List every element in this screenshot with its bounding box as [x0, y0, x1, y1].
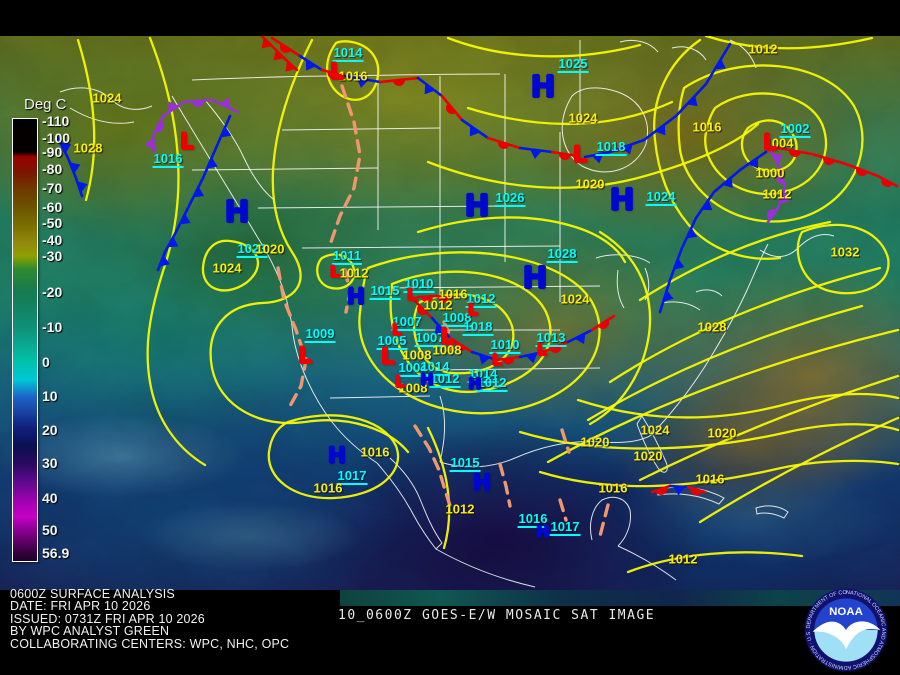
seagull-icon: [812, 621, 881, 650]
colorbar-tick: 56.9: [42, 544, 70, 561]
satellite-strip: [340, 590, 900, 606]
colorbar-tick: -40: [42, 231, 63, 248]
colorbar-tick: 20: [42, 422, 58, 439]
colorbar-tick: 40: [42, 490, 58, 507]
weather-fronts: [56, 34, 899, 496]
colorbar-tick: -10: [42, 319, 63, 336]
colorbar-tick: -30: [42, 247, 63, 264]
colorbar-tick: -60: [42, 198, 63, 215]
colorbar-tick: 10: [42, 388, 58, 405]
analysis-text-line: BY WPC ANALYST GREEN: [10, 623, 170, 639]
temperature-colorbar: [12, 118, 38, 562]
analysis-text-line: COLLABORATING CENTERS: WPC, NHC, OPC: [10, 635, 290, 651]
colorbar-tick: -70: [42, 179, 63, 196]
colorbar-tick: 0: [42, 353, 50, 370]
geo-borders: [59, 39, 835, 588]
cloud-texture: [0, 36, 900, 590]
colorbar-tick: -80: [42, 160, 63, 177]
satellite-mosaic-background: [0, 36, 900, 590]
analysis-text-block: 0600Z SURFACE ANALYSIS DATE: FRI APR 10 2…: [10, 586, 290, 651]
colorbar-tick: -90: [42, 144, 63, 161]
colorbar-tick: -50: [42, 215, 63, 232]
analysis-text-line: ISSUED: 0731Z FRI APR 10 2026: [10, 610, 205, 626]
colorbar-title: Deg C: [24, 96, 67, 113]
top-black-band: [0, 0, 900, 36]
noaa-acronym: NOAA: [829, 606, 863, 618]
satellite-caption: 10_0600Z GOES-E/W MOSAIC SAT IMAGE: [338, 608, 656, 623]
colorbar-tick: -100: [42, 129, 71, 146]
noaa-logo: NATIONAL OCEANIC AND ATMOSPHERIC ADMINIS…: [802, 586, 888, 672]
colorbar-tick: 50: [42, 521, 58, 538]
colorbar-tick: 30: [42, 455, 58, 472]
colorbar-tick: -110: [42, 113, 70, 130]
isobars: [76, 34, 900, 574]
analysis-text-line: 0600Z SURFACE ANALYSIS: [10, 586, 175, 601]
colorbar-tick: -20: [42, 284, 63, 301]
analysis-text-line: DATE: FRI APR 10 2026: [10, 598, 151, 614]
